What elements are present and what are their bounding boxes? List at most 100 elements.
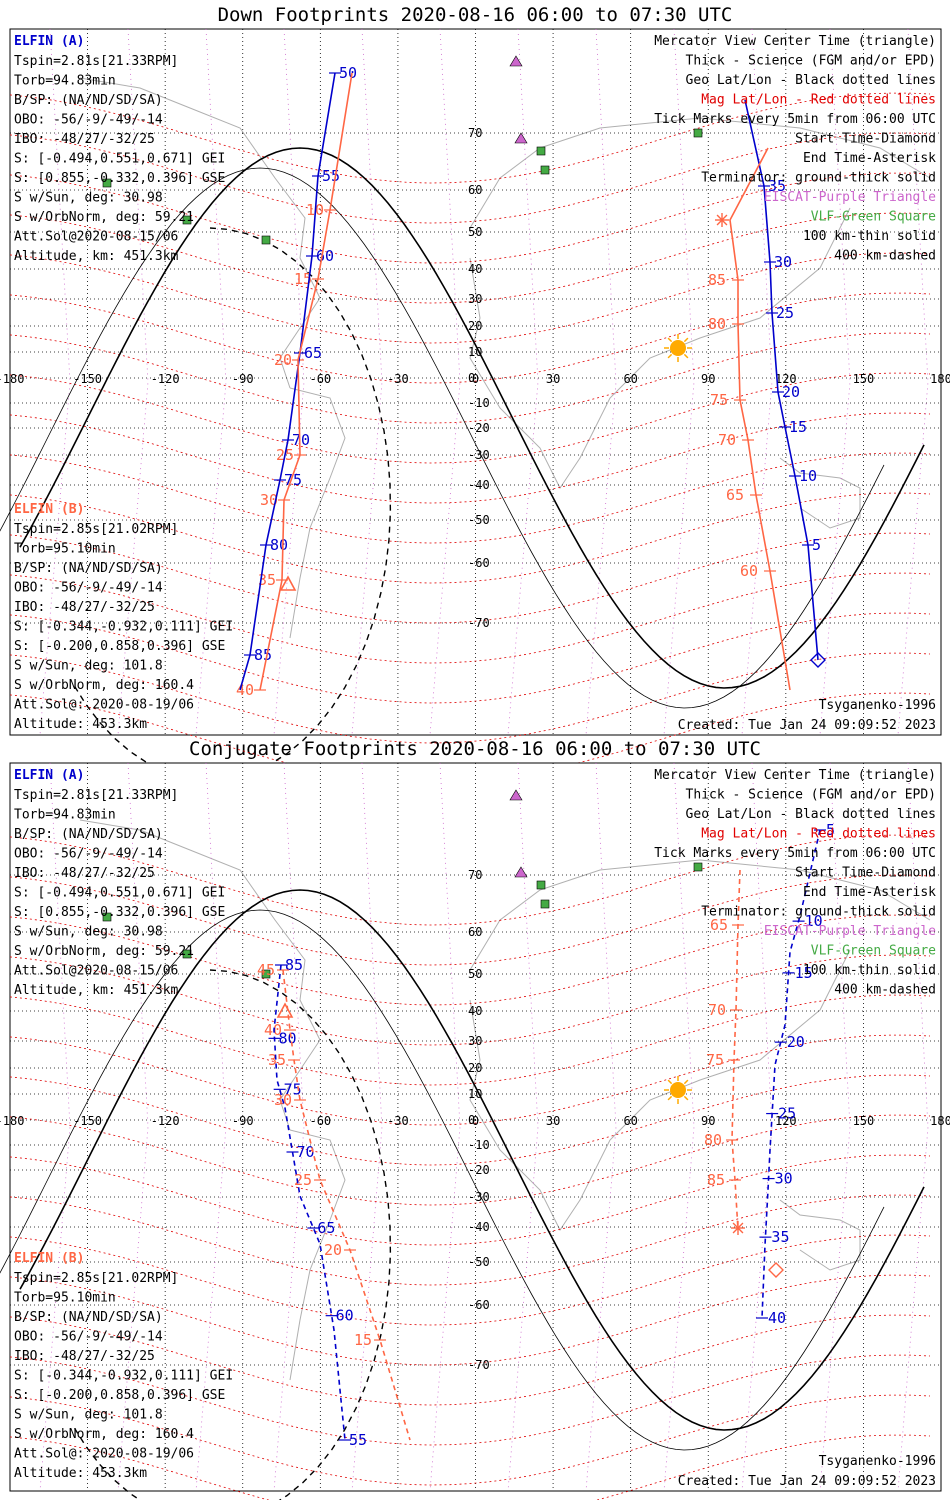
vlf-marker [182,949,192,959]
elfin-a-info-line: S w/Sun, deg: 30.98 [14,191,163,206]
elfin-b-info-line: Tspin=2.85s[21.02RPM] [14,1271,178,1286]
terminator-100km [0,909,885,1451]
lon-tick-label: -30 [387,372,409,386]
mag-lat-line [9,1074,931,1166]
elfin-a-east-tick-label: 5 [812,536,821,554]
mag-lat-line [9,954,931,1046]
conjugate-panel: -180-150-120-90-60-300306090120150180706… [0,762,950,1500]
elfin-a-west-tick-label: 55 [322,167,340,185]
eiscat-marker [509,55,523,67]
elfin-a-west-tick-label: 70 [297,1143,315,1161]
elfin-b-west-tick-label: 30 [260,491,278,509]
sun-ray [683,353,689,359]
coastline-segment [469,117,931,229]
elfin-b-info-line: Torb=95.10min [14,1291,116,1306]
sun-ray [683,1095,689,1101]
mag-lat-line [9,372,931,464]
legend-entry: Terminator: ground-thick solid [701,171,936,186]
lat-tick-label: 70 [468,868,482,882]
elfin-a-info-line: IBO: -48/27/-32/25 [14,132,155,147]
lat-tick-label: 50 [468,225,482,239]
lat-tick-label: -30 [468,448,490,462]
lat-tick-label: -20 [468,1163,490,1177]
lon-tick-label: 60 [623,1114,637,1128]
mag-lat-line [9,1234,931,1326]
elfin-b-info: ELFIN (B) Tspin=2.85s[21.02RPM] Torb=95.10… [14,1251,233,1481]
elfin-a-info-line: Altitude, km: 451.3km [14,249,179,264]
legend-entry: 100 km-thin solid [803,963,936,978]
lat-tick-label: 20 [468,319,482,333]
eiscat-marker [514,866,528,878]
coastline-segment [289,387,346,639]
lon-tick-label: -180 [0,372,24,386]
lon-tick-label: -90 [232,372,254,386]
elfin-a-east-tick-label: 10 [805,912,823,930]
elfin-a-west-tick-label: 65 [317,1219,335,1237]
coastline-segment [289,1129,346,1381]
lon-tick-label: 180 [930,372,950,386]
elfin-a-info-line: Torb=94.83min [14,808,116,823]
elfin-b-info-line: Altitude: 453.3km [14,717,147,732]
elfin-a-east-tick-label: 25 [776,304,794,322]
eiscat-marker [514,132,528,144]
mag-lat-line [9,172,931,264]
lat-tick-label: -40 [468,478,490,492]
elfin-b-east-tick-label: 75 [706,1051,724,1069]
lat-tick-label: -70 [468,1358,490,1372]
legend-entry: 100 km-thin solid [803,229,936,244]
mag-lat-line [9,914,931,1006]
lon-tick-label: 150 [853,372,875,386]
vlf-marker [693,128,703,138]
elfin-a-east-tick-label: 10 [799,467,817,485]
legend-entry: Terminator: ground-thick solid [701,905,936,920]
lon-tick-label: -150 [73,1114,102,1128]
elfin-a-west-tick-label: 75 [284,1080,302,1098]
elfin-a-west-tick-label: 65 [304,344,322,362]
coastline-segment [79,819,321,1131]
elfin-b-info-line: S w/Sun, deg: 101.8 [14,659,163,674]
down-panel: -180-150-120-90-60-300306090120150180706… [0,28,950,784]
elfin-b-west-tick-label: 40 [236,681,254,699]
lon-tick-label: 90 [701,1114,715,1128]
mag-lat-line [9,572,931,664]
mag-lat-line [9,652,931,744]
lat-tick-label: 50 [468,967,482,981]
conjugate-panel-title: Conjugate Footprints 2020-08-16 06:00 to… [189,738,761,760]
elfin-a-track [239,72,336,691]
elfin-a-west-tick-label: 55 [349,1431,367,1449]
mag-lat-line [9,92,931,184]
elfin-b-info-line: B/SP: (NA/ND/SD/SA) [14,1310,163,1325]
elfin-a-track [273,964,346,1441]
vlf-marker [536,146,546,156]
elfin-a-info-line: Att.Sol@2020-08-15/06 [14,230,178,245]
lon-tick-label: -120 [151,1114,180,1128]
created-label: Created: Tue Jan 24 09:09:52 2023 [678,1474,936,1489]
lat-tick-label: 40 [468,1004,482,1018]
elfin-b-west-tick-label: 40 [264,1021,282,1039]
elfin-a-west-tick-label: 85 [285,956,303,974]
elfin-a-info-line: S: [0.855,-0.332,0.396] GSE [14,171,225,186]
mag-lat-line [9,1194,931,1286]
elfin-a-info-line: Tspin=2.81s[21.33RPM] [14,54,178,69]
elfin-a-track-east [744,99,819,661]
mag-lat-line [9,212,931,304]
elfin-b-info-line: OBO: -56/-9/-49/-14 [14,581,163,596]
elfin-b-info-line: B/SP: (NA/ND/SD/SA) [14,561,163,576]
legend-entry: Mercator View Center Time (triangle) [654,34,936,49]
lat-tick-label: -60 [468,1298,490,1312]
mag-lat-line [9,1274,931,1366]
elfin-b-west-tick-label: 15 [294,270,312,288]
elfin-a-info-line: S: [-0.494,0.551,0.671] GEI [14,152,225,167]
mag-grid [9,92,931,784]
elfin-b-east-tick-label: 65 [726,486,744,504]
elfin-a-info-line: IBO: -48/27/-32/25 [14,866,155,881]
down-panel-title: Down Footprints 2020-08-16 06:00 to 07:3… [217,4,733,26]
lon-tick-label: 0 [472,372,479,386]
sun-ray [667,1095,673,1101]
legend-entry: End Time-Asterisk [803,885,936,900]
mag-lat-line [9,292,931,384]
sun-marker [670,1082,686,1098]
elfin-b-east-tick-label: 70 [718,431,736,449]
elfin-a-east-tick-label: 25 [778,1105,796,1123]
